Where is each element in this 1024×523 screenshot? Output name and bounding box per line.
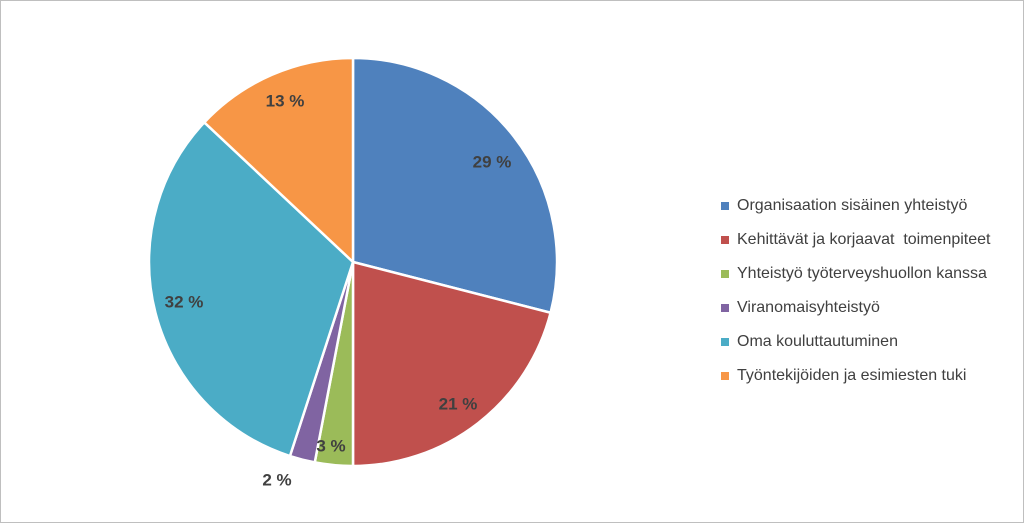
legend-label: Viranomaisyhteistyö: [737, 299, 880, 316]
pie-slice: [147, 121, 355, 458]
legend-swatch: [721, 202, 729, 210]
legend-swatch: [721, 338, 729, 346]
legend-swatch: [721, 236, 729, 244]
data-label: 3 %: [316, 437, 345, 456]
legend-swatch: [721, 270, 729, 278]
legend-swatch: [721, 304, 729, 312]
legend-label: Yhteistyö työterveyshuollon kanssa: [737, 265, 987, 282]
data-label: 32 %: [165, 293, 204, 312]
pie-slice: [351, 260, 552, 468]
legend-item: Yhteistyö työterveyshuollon kanssa: [721, 257, 990, 291]
legend-swatch: [721, 372, 729, 380]
pie-slice: [351, 56, 559, 314]
data-label: 13 %: [266, 92, 305, 111]
data-label: 2 %: [262, 471, 291, 490]
legend-item: Kehittävät ja korjaavat toimenpiteet: [721, 223, 990, 257]
legend-label: Työntekijöiden ja esimiesten tuki: [737, 367, 967, 384]
data-label: 21 %: [439, 395, 478, 414]
pie-slice: [203, 56, 355, 264]
legend-item: Organisaation sisäinen yhteistyö: [721, 189, 990, 223]
legend-item: Viranomaisyhteistyö: [721, 291, 990, 325]
legend: Organisaation sisäinen yhteistyö Kehittäv…: [721, 189, 990, 393]
legend-item: Oma kouluttautuminen: [721, 325, 990, 359]
data-label: 29 %: [473, 153, 512, 172]
legend-item: Työntekijöiden ja esimiesten tuki: [721, 359, 990, 393]
legend-label: Kehittävät ja korjaavat toimenpiteet: [737, 231, 991, 248]
legend-label: Oma kouluttautuminen: [737, 333, 898, 350]
legend-label: Organisaation sisäinen yhteistyö: [737, 197, 968, 214]
